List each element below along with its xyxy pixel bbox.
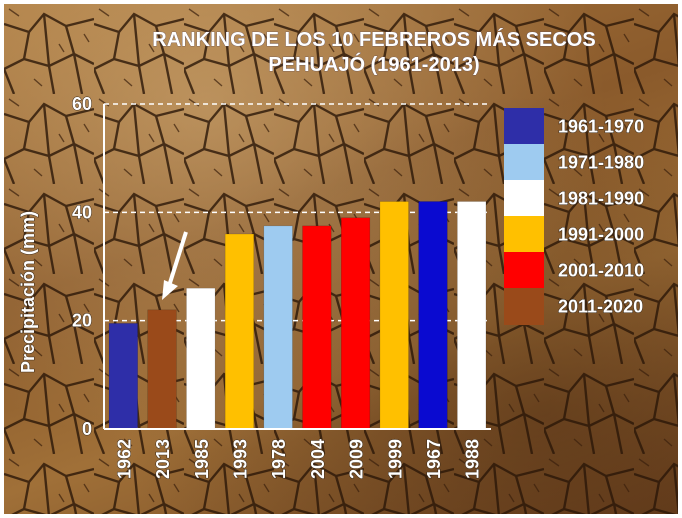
y-tick-label: 20 — [72, 311, 92, 331]
x-tick-label-2009: 2009 — [347, 439, 367, 479]
highlight-arrow-icon — [162, 231, 188, 300]
legend-swatch-1991-2000 — [504, 216, 544, 253]
legend-swatch-2001-2010 — [504, 252, 544, 289]
bar-2009 — [340, 217, 371, 430]
bar-1967 — [418, 201, 448, 430]
legend-label-2011-2020: 2011-2020 — [558, 297, 643, 317]
bar-1999 — [379, 201, 409, 430]
x-tick-labels: 1962 2013 1985 1993 1978 2004 2009 1999 1967 1988 — [114, 439, 483, 480]
legend: 1961-1970 1971-1980 1981-1990 1991-2000 2001… — [504, 108, 645, 325]
x-tick-label-1999: 1999 — [385, 439, 405, 479]
chart-frame: RANKING DE LOS 10 FEBREROS MÁS SECOS PEH… — [4, 4, 678, 514]
y-tick-label: 0 — [82, 419, 92, 439]
y-tick-label: 40 — [72, 202, 92, 222]
legend-label-1991-2000: 1991-2000 — [558, 225, 644, 245]
y-tick-labels: 0 20 40 60 — [71, 94, 92, 440]
chart-subtitle: PEHUAJÓ (1961-2013) — [268, 52, 479, 76]
x-tick-label-2004: 2004 — [308, 439, 328, 479]
legend-swatch-1971-1980 — [504, 144, 544, 181]
bar-1985 — [186, 287, 216, 430]
legend-label-2001-2010: 2001-2010 — [558, 261, 644, 281]
legend-swatch-2011-2020 — [504, 288, 544, 325]
y-tick-label: 60 — [72, 94, 92, 114]
x-tick-label-1967: 1967 — [424, 439, 444, 479]
bar-2013 — [147, 309, 177, 430]
axes — [103, 104, 491, 430]
x-tick-label-1978: 1978 — [269, 439, 289, 479]
bar-1962 — [108, 323, 138, 430]
bar-1993 — [224, 233, 255, 430]
x-tick-label-1962: 1962 — [114, 439, 134, 479]
legend-swatch-1981-1990 — [504, 180, 544, 217]
bar-1988 — [457, 201, 487, 430]
legend-label-1981-1990: 1981-1990 — [558, 189, 644, 209]
chart-title: RANKING DE LOS 10 FEBREROS MÁS SECOS — [152, 28, 595, 51]
legend-swatch-1961-1970 — [504, 108, 544, 145]
x-tick-label-1993: 1993 — [230, 439, 250, 479]
legend-label-1971-1980: 1971-1980 — [558, 153, 644, 173]
x-tick-label-1988: 1988 — [463, 439, 483, 479]
x-tick-label-1985: 1985 — [192, 439, 212, 479]
bar-1978 — [263, 225, 293, 430]
bar-2004 — [302, 225, 332, 430]
bar-chart: RANKING DE LOS 10 FEBREROS MÁS SECOS PEH… — [4, 4, 678, 514]
bars — [108, 201, 487, 430]
legend-label-1961-1970: 1961-1970 — [558, 117, 644, 137]
x-tick-label-2013: 2013 — [153, 439, 173, 479]
y-axis-label: Precipitación (mm) — [18, 211, 38, 373]
